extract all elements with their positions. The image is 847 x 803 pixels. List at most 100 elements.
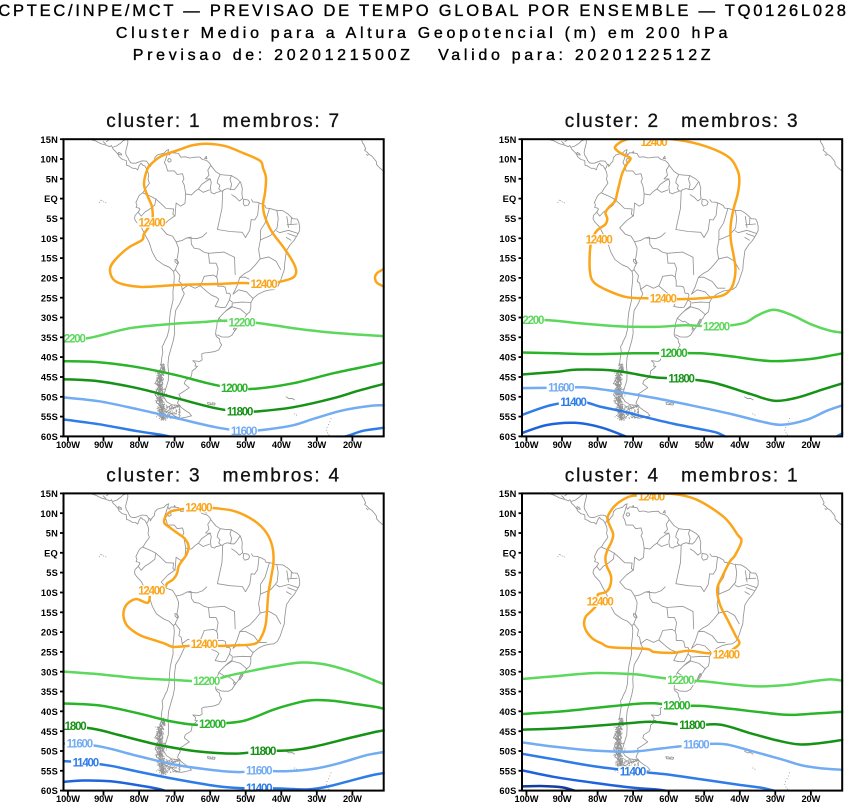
svg-text:40S: 40S xyxy=(41,353,58,363)
svg-text:35S: 35S xyxy=(41,687,58,697)
svg-text:40W: 40W xyxy=(730,794,749,803)
svg-text:15N: 15N xyxy=(40,489,58,499)
svg-text:45S: 45S xyxy=(41,373,58,383)
svg-text:20W: 20W xyxy=(343,440,362,450)
svg-text:11800: 11800 xyxy=(227,406,253,418)
svg-text:60W: 60W xyxy=(201,794,220,803)
svg-text:11800: 11800 xyxy=(668,374,694,386)
svg-text:10N: 10N xyxy=(40,509,58,519)
svg-text:12200: 12200 xyxy=(193,676,220,688)
svg-text:10N: 10N xyxy=(499,155,517,165)
svg-text:100W: 100W xyxy=(56,440,80,450)
svg-text:90W: 90W xyxy=(553,794,572,803)
svg-text:12000: 12000 xyxy=(660,348,687,360)
svg-text:40S: 40S xyxy=(499,707,516,717)
svg-text:20W: 20W xyxy=(801,794,820,803)
svg-text:Previsao de: 2020121500Z Val: Previsao de: 2020121500Z Valido para: 20… xyxy=(133,47,715,64)
svg-text:90W: 90W xyxy=(553,440,572,450)
svg-text:80W: 80W xyxy=(588,440,607,450)
svg-text:11600: 11600 xyxy=(246,766,272,778)
svg-text:12400: 12400 xyxy=(191,639,218,651)
svg-text:50S: 50S xyxy=(499,392,516,402)
svg-text:90W: 90W xyxy=(94,794,113,803)
svg-text:20W: 20W xyxy=(343,794,362,803)
svg-text:60W: 60W xyxy=(659,440,678,450)
svg-text:5S: 5S xyxy=(46,568,58,578)
svg-text:12200: 12200 xyxy=(59,333,86,345)
svg-text:25S: 25S xyxy=(499,648,516,658)
svg-text:45S: 45S xyxy=(499,727,516,737)
svg-text:30W: 30W xyxy=(766,440,785,450)
svg-text:100W: 100W xyxy=(56,794,80,803)
svg-text:25S: 25S xyxy=(41,293,58,303)
svg-text:5N: 5N xyxy=(46,529,58,539)
svg-text:12200: 12200 xyxy=(667,675,694,687)
svg-text:40W: 40W xyxy=(272,440,291,450)
svg-text:30W: 30W xyxy=(307,794,326,803)
svg-text:30S: 30S xyxy=(41,667,58,677)
svg-text:11600: 11600 xyxy=(683,740,709,752)
svg-text:70W: 70W xyxy=(165,440,184,450)
svg-text:45S: 45S xyxy=(41,727,58,737)
svg-text:11400: 11400 xyxy=(620,766,646,778)
svg-text:12400: 12400 xyxy=(586,234,613,246)
svg-text:90W: 90W xyxy=(94,440,113,450)
svg-text:50S: 50S xyxy=(499,747,516,757)
svg-text:12400: 12400 xyxy=(713,649,740,661)
svg-text:11400: 11400 xyxy=(560,397,586,409)
svg-text:20S: 20S xyxy=(499,274,516,284)
svg-text:30W: 30W xyxy=(307,440,326,450)
svg-text:50S: 50S xyxy=(41,747,58,757)
svg-text:15N: 15N xyxy=(499,135,517,145)
svg-text:12400: 12400 xyxy=(251,279,278,291)
svg-text:100W: 100W xyxy=(514,794,538,803)
svg-text:60S: 60S xyxy=(41,432,58,442)
svg-text:EQ: EQ xyxy=(503,194,517,204)
svg-text:35S: 35S xyxy=(41,333,58,343)
svg-text:11800: 11800 xyxy=(679,720,705,732)
svg-text:45S: 45S xyxy=(499,373,516,383)
svg-text:80W: 80W xyxy=(130,440,149,450)
svg-text:80W: 80W xyxy=(130,794,149,803)
svg-text:12400: 12400 xyxy=(641,137,668,149)
svg-text:12000: 12000 xyxy=(199,719,226,731)
svg-text:cluster: 2 membros: 3: cluster: 2 membros: 3 xyxy=(565,111,800,132)
svg-text:CPTEC/INPE/MCT — PREVISAO DE T: CPTEC/INPE/MCT — PREVISAO DE TEMPO GLOBA… xyxy=(0,2,847,20)
svg-text:40W: 40W xyxy=(730,440,749,450)
svg-text:55S: 55S xyxy=(41,412,58,422)
svg-text:5N: 5N xyxy=(46,174,58,184)
svg-text:11400: 11400 xyxy=(246,783,272,795)
svg-text:80W: 80W xyxy=(588,794,607,803)
svg-text:11600: 11600 xyxy=(548,383,574,395)
svg-text:40S: 40S xyxy=(499,353,516,363)
svg-text:50W: 50W xyxy=(236,440,255,450)
svg-text:15S: 15S xyxy=(499,254,516,264)
svg-text:EQ: EQ xyxy=(44,194,58,204)
svg-text:12000: 12000 xyxy=(663,701,690,713)
svg-text:15N: 15N xyxy=(499,489,517,499)
svg-text:70W: 70W xyxy=(165,794,184,803)
svg-text:60S: 60S xyxy=(499,432,516,442)
svg-text:10N: 10N xyxy=(40,155,58,165)
svg-text:5S: 5S xyxy=(505,214,517,224)
svg-text:11600: 11600 xyxy=(231,426,257,438)
svg-text:25S: 25S xyxy=(499,293,516,303)
svg-text:12400: 12400 xyxy=(587,597,614,609)
svg-text:EQ: EQ xyxy=(44,548,58,558)
svg-text:12400: 12400 xyxy=(638,492,665,504)
svg-text:cluster: 4 membros: 1: cluster: 4 membros: 1 xyxy=(565,465,800,486)
svg-text:cluster: 1 membros: 7: cluster: 1 membros: 7 xyxy=(106,111,341,132)
svg-text:50S: 50S xyxy=(41,392,58,402)
svg-text:10S: 10S xyxy=(41,234,58,244)
svg-text:12400: 12400 xyxy=(138,586,165,598)
svg-text:12200: 12200 xyxy=(229,317,256,329)
svg-text:20S: 20S xyxy=(41,274,58,284)
svg-text:30S: 30S xyxy=(41,313,58,323)
svg-text:30S: 30S xyxy=(499,667,516,677)
svg-text:50W: 50W xyxy=(695,440,714,450)
svg-text:35S: 35S xyxy=(499,333,516,343)
svg-text:15S: 15S xyxy=(41,254,58,264)
svg-text:60S: 60S xyxy=(499,786,516,796)
svg-text:11800: 11800 xyxy=(60,721,86,733)
svg-text:10S: 10S xyxy=(499,234,516,244)
